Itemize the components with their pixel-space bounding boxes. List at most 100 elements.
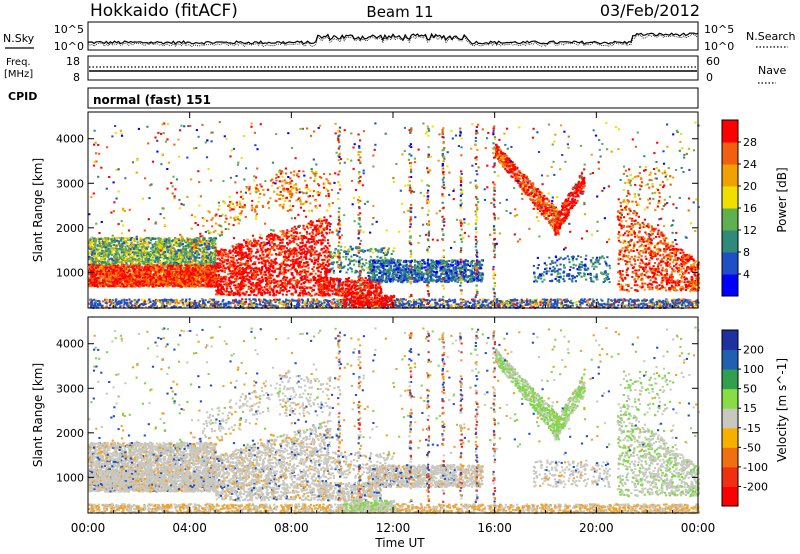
data-cell: [139, 237, 141, 239]
data-cell: [188, 267, 190, 269]
data-cell: [541, 300, 543, 302]
nsky-label: N.Sky: [3, 32, 35, 45]
data-cell: [418, 298, 420, 300]
data-cell: [148, 299, 150, 301]
data-cell: [688, 302, 690, 304]
data-cell: [183, 269, 185, 271]
data-cell: [148, 285, 150, 287]
data-cell: [153, 279, 155, 281]
data-cell: [146, 273, 148, 275]
data-cell: [136, 255, 138, 257]
data-cell: [682, 302, 684, 304]
data-cell: [189, 250, 191, 252]
data-cell: [173, 272, 175, 274]
data-cell: [607, 298, 609, 300]
data-cell: [95, 305, 97, 307]
data-cell: [159, 299, 161, 301]
data-cell: [290, 300, 292, 302]
data-cell: [584, 298, 586, 300]
data-cell: [198, 304, 200, 306]
data-cell: [253, 304, 255, 306]
data-cell: [452, 299, 454, 301]
data-cell: [185, 241, 187, 243]
data-cell: [98, 240, 100, 242]
data-cell: [340, 301, 342, 303]
data-cell: [171, 258, 173, 260]
data-cell: [482, 299, 484, 301]
data-cell: [249, 305, 251, 307]
data-cell: [192, 267, 194, 269]
data-cell: [185, 299, 187, 301]
data-cell: [110, 268, 112, 270]
data-cell: [192, 270, 194, 272]
data-cell: [182, 243, 184, 245]
data-cell: [101, 276, 103, 278]
data-cell: [228, 301, 230, 303]
freq-tick-high: 18: [66, 55, 80, 68]
data-cell: [270, 306, 272, 308]
nave-tick-low: 0: [706, 71, 713, 84]
data-cell: [601, 300, 603, 302]
data-cell: [166, 299, 168, 301]
data-cell: [695, 304, 697, 306]
data-cell: [617, 299, 619, 301]
data-cell: [171, 272, 173, 274]
data-cell: [301, 299, 303, 301]
data-cell: [99, 267, 101, 269]
data-cell: [91, 303, 93, 305]
data-cell: [161, 302, 163, 304]
data-cell: [97, 266, 99, 268]
data-cell: [139, 281, 141, 283]
data-cell: [208, 283, 210, 285]
data-cell: [121, 251, 123, 253]
data-cell: [215, 274, 217, 276]
data-cell: [180, 259, 182, 261]
data-cell: [152, 245, 154, 247]
data-cell: [272, 304, 274, 306]
data-cell: [298, 298, 300, 300]
data-cell: [488, 302, 490, 304]
data-cell: [127, 268, 129, 270]
data-cell: [586, 299, 588, 301]
data-cell: [270, 303, 272, 305]
data-cell: [637, 299, 639, 301]
data-cell: [126, 270, 128, 272]
data-cell: [178, 302, 180, 304]
data-cell: [187, 284, 189, 286]
data-cell: [195, 304, 197, 306]
data-cell: [465, 304, 467, 306]
noise-tick-low-left: 10^0: [54, 40, 84, 53]
data-cell: [142, 267, 144, 269]
nave-tick-high: 60: [706, 55, 720, 68]
noise-tick-low-right: 10^0: [704, 40, 734, 53]
data-cell: [642, 305, 644, 307]
data-cell: [115, 281, 117, 283]
data-cell: [149, 275, 151, 277]
data-cell: [119, 274, 121, 276]
data-cell: [174, 266, 176, 268]
data-cell: [156, 238, 158, 240]
data-cell: [408, 304, 410, 306]
data-cell: [109, 304, 111, 306]
data-cell: [125, 254, 127, 256]
data-cell: [161, 275, 163, 277]
data-cell: [193, 276, 195, 278]
data-cell: [523, 300, 525, 302]
data-cell: [182, 260, 184, 262]
data-cell: [166, 302, 168, 304]
data-cell: [256, 304, 258, 306]
data-cell: [215, 305, 217, 307]
data-cell: [124, 282, 126, 284]
data-cell: [95, 267, 97, 269]
data-cell: [153, 274, 155, 276]
data-cell: [116, 271, 118, 273]
data-cell: [323, 305, 325, 307]
data-cell: [159, 278, 161, 280]
data-cell: [398, 301, 400, 303]
data-cell: [469, 302, 471, 304]
data-cell: [440, 304, 442, 306]
data-cell: [126, 299, 128, 301]
data-cell: [210, 275, 212, 277]
data-cell: [153, 259, 155, 261]
data-cell: [95, 300, 97, 302]
